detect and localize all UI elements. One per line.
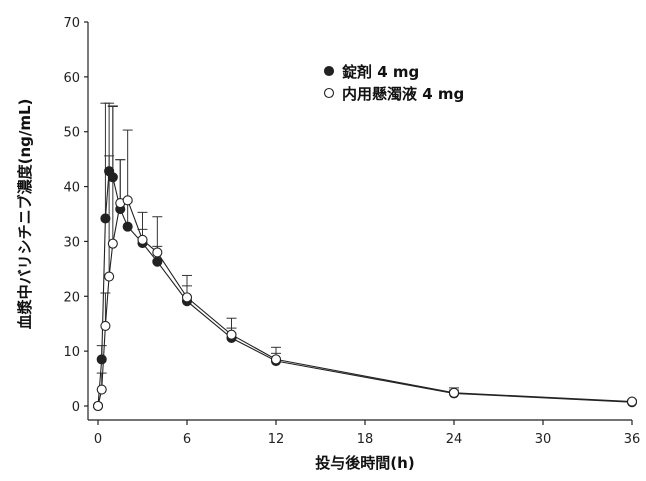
y-tick-label: 10 (63, 345, 80, 360)
x-tick-label: 18 (357, 432, 374, 447)
y-axis-title: 血漿中バリシチニブ濃度(ng/mL) (16, 99, 34, 330)
data-point-filled (107, 172, 118, 183)
data-point-open (152, 247, 163, 258)
series-lines (97, 169, 633, 407)
x-tick-label: 6 (183, 432, 191, 447)
data-point-open (448, 387, 460, 398)
y-tick-label: 70 (63, 16, 80, 31)
data-point-open (270, 354, 282, 365)
y-tick-label: 20 (63, 290, 80, 305)
data-point-open (181, 292, 193, 303)
data-point-filled (96, 354, 107, 365)
y-tick-label: 40 (63, 181, 80, 196)
legend-marker-open (323, 87, 335, 99)
data-point-open (96, 384, 107, 395)
data-point-open (226, 329, 237, 340)
series-line-2 (97, 199, 633, 407)
x-tick-label: 0 (94, 432, 102, 447)
data-point-open (107, 238, 118, 249)
data-point-open (137, 234, 148, 245)
data-point-open (100, 320, 111, 331)
legend-label: 内用懸濁液 4 mg (342, 85, 464, 103)
x-tick-label: 24 (446, 432, 463, 447)
error-bars (96, 102, 637, 403)
series-line-1 (97, 169, 633, 407)
data-point-filled (122, 221, 133, 232)
x-tick-label: 36 (624, 432, 641, 447)
data-point-filled (152, 256, 163, 267)
y-tick-label: 30 (63, 235, 80, 250)
x-tick-label: 12 (268, 432, 285, 447)
y-tick-label: 50 (63, 126, 80, 141)
y-tick-label: 0 (72, 400, 80, 415)
axes: 0 10 20 30 40 50 60 70 0 6 12 18 24 30 36 (63, 16, 640, 447)
data-point-open (92, 400, 104, 412)
legend: 錠剤 4 mg 内用懸濁液 4 mg (323, 63, 464, 103)
legend-label: 錠剤 4 mg (342, 63, 419, 81)
data-point-open (104, 271, 115, 282)
x-axis-title: 投与後時間(h) (315, 454, 414, 472)
data-point-filled (100, 213, 111, 224)
legend-marker-filled (323, 65, 335, 77)
x-tick-label: 30 (535, 432, 552, 447)
y-tick-label: 60 (63, 71, 80, 86)
data-point-open (626, 396, 638, 407)
data-markers (92, 166, 638, 412)
data-point-open (122, 195, 133, 206)
